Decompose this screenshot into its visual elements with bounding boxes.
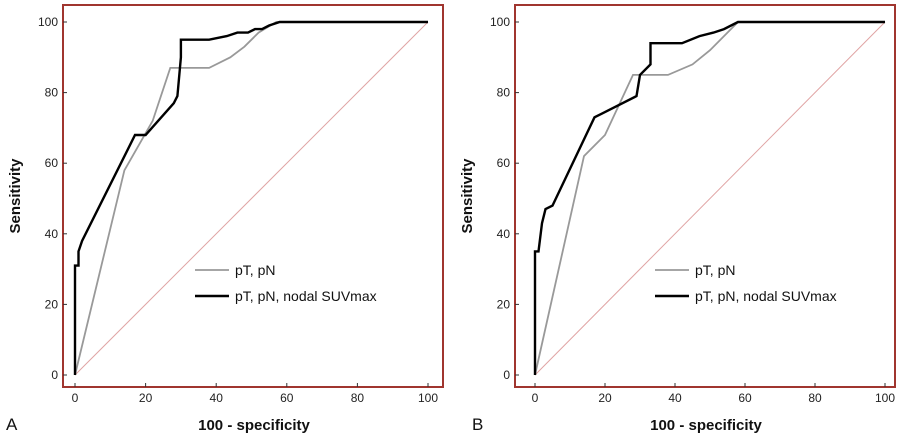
x-axis-title: 100 - specificity	[198, 417, 310, 434]
x-axis-title: 100 - specificity	[650, 417, 762, 434]
y-tick-label: 80	[45, 86, 59, 100]
y-tick-label: 100	[38, 15, 58, 29]
series-line-pt-pn	[534, 21, 885, 376]
panel-label: A	[6, 415, 18, 434]
x-tick-label: 60	[738, 391, 752, 405]
y-tick-label: 100	[490, 15, 510, 29]
x-tick-label: 60	[280, 391, 294, 405]
series-line-pt-pn-suvmax	[533, 20, 885, 375]
x-tick-label: 40	[210, 391, 224, 405]
panel-label: B	[472, 415, 483, 434]
x-tick-label: 100	[418, 391, 438, 405]
legend: pT, pN pT, pN, nodal SUVmax	[655, 262, 837, 304]
x-tick-label: 80	[808, 391, 822, 405]
legend-label: pT, pN	[695, 262, 735, 278]
reference-diagonal-line	[74, 21, 429, 376]
roc-panel-b: 0 20 40 60 80 100 0 20 40 60 80 100 pT, pN pT, pN, n…	[459, 4, 896, 434]
reference-diagonal-line	[534, 21, 886, 376]
x-tick-label: 40	[668, 391, 682, 405]
legend-label: pT, pN, nodal SUVmax	[235, 288, 377, 304]
y-tick-label: 60	[45, 156, 59, 170]
series-line-pt-pn-suvmax	[73, 20, 428, 375]
plot-frame	[514, 4, 896, 388]
legend: pT, pN pT, pN, nodal SUVmax	[195, 262, 377, 304]
y-tick-label: 0	[503, 368, 510, 382]
x-tick-label: 20	[139, 391, 153, 405]
x-tick-label: 80	[351, 391, 365, 405]
y-tick-label: 20	[497, 297, 511, 311]
y-tick-label: 0	[51, 368, 58, 382]
x-tick-label: 0	[532, 391, 539, 405]
x-tick-label: 20	[598, 391, 612, 405]
legend-label: pT, pN, nodal SUVmax	[695, 288, 837, 304]
y-tick-label: 20	[45, 297, 59, 311]
y-axis-title: Sensitivity	[7, 158, 24, 234]
legend-label: pT, pN	[235, 262, 275, 278]
x-tick-label: 100	[875, 391, 895, 405]
y-tick-label: 40	[497, 227, 511, 241]
x-tick-label: 0	[72, 391, 79, 405]
y-tick-label: 40	[45, 227, 59, 241]
plot-frame	[62, 4, 444, 388]
y-axis-title: Sensitivity	[459, 158, 476, 234]
roc-panel-a: 0 20 40 60 80 100 0 20 40 60 80 100 pT, pN pT, pN, n…	[6, 4, 444, 434]
y-tick-label: 60	[497, 156, 511, 170]
y-tick-label: 80	[497, 86, 511, 100]
